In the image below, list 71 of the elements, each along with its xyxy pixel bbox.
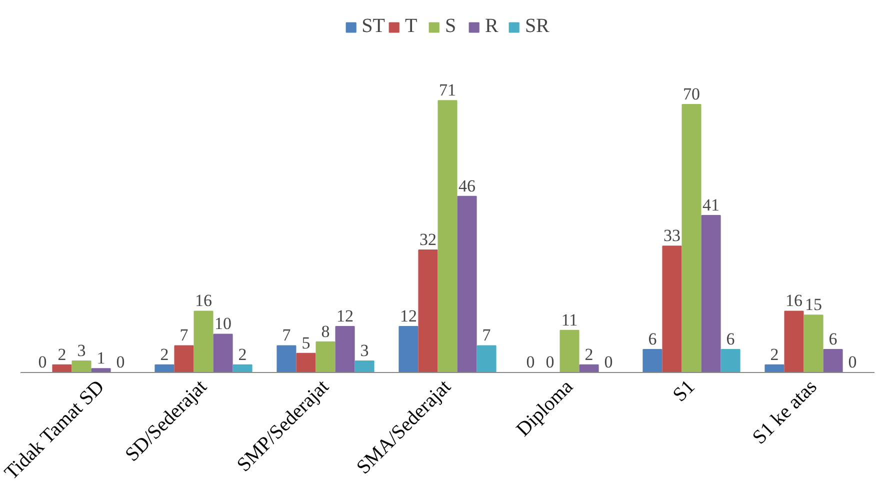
- data-label: 12: [400, 306, 417, 326]
- bar: [72, 360, 92, 372]
- bar: [194, 310, 214, 372]
- data-label: 8: [321, 322, 330, 341]
- bar: [91, 368, 111, 372]
- data-label: 70: [683, 84, 700, 104]
- legend-label: R: [484, 15, 500, 38]
- bar: [476, 345, 496, 372]
- bar: [335, 326, 355, 372]
- bar: [682, 104, 702, 372]
- bar: [642, 349, 662, 372]
- bar: [276, 345, 296, 372]
- legend-label: S: [444, 15, 458, 38]
- bar: [213, 334, 233, 372]
- bar: [560, 330, 580, 372]
- data-label: 6: [828, 330, 838, 349]
- bar: [296, 352, 316, 372]
- data-label: 7: [180, 326, 189, 345]
- data-label: 71: [439, 80, 456, 100]
- data-label: 0: [546, 352, 554, 372]
- data-label: 33: [663, 226, 680, 246]
- bar: [154, 364, 174, 372]
- data-label: 0: [526, 352, 535, 372]
- bar: [398, 326, 418, 372]
- data-label: 10: [214, 314, 232, 334]
- data-label: 2: [584, 344, 594, 364]
- x-tick-label: S1: [668, 376, 700, 406]
- bar: [354, 360, 374, 372]
- bar: [232, 364, 252, 372]
- data-label: 0: [848, 352, 857, 372]
- data-label: 12: [336, 306, 354, 326]
- data-label: 7: [282, 326, 292, 345]
- data-label: 16: [195, 291, 212, 310]
- legend-label: T: [404, 15, 418, 38]
- bar: [720, 349, 740, 372]
- data-label: 16: [785, 291, 802, 310]
- data-label: 0: [38, 352, 47, 372]
- bar: [579, 364, 599, 372]
- data-label: 11: [561, 310, 578, 330]
- data-label: 0: [116, 352, 125, 372]
- data-label: 3: [360, 341, 369, 360]
- bar: [418, 249, 438, 372]
- bar: [457, 196, 477, 372]
- data-label: 0: [604, 352, 613, 372]
- data-label: 15: [805, 295, 822, 314]
- x-tick-label: S1 ke atas: [748, 376, 822, 449]
- data-label: 5: [302, 333, 310, 352]
- bar: [316, 341, 336, 372]
- data-label: 3: [77, 341, 86, 360]
- data-label: 2: [770, 344, 779, 364]
- data-label: 6: [648, 330, 657, 349]
- data-label: 2: [160, 344, 169, 364]
- bar: [764, 364, 784, 372]
- data-label: 2: [58, 344, 66, 364]
- bar: [174, 345, 194, 372]
- data-label: 46: [458, 176, 476, 196]
- legend-label: SR: [524, 15, 550, 38]
- data-label: 1: [96, 348, 106, 368]
- legend-label: ST: [362, 15, 385, 38]
- bar: [804, 314, 824, 372]
- data-label: 6: [726, 330, 735, 349]
- data-label: 2: [238, 344, 247, 364]
- data-label: 32: [419, 230, 436, 249]
- bar: [784, 310, 804, 372]
- bar: [701, 215, 721, 372]
- data-label: 41: [702, 196, 720, 215]
- data-label: 7: [482, 326, 492, 345]
- bar: [438, 100, 458, 372]
- bar: [52, 364, 72, 372]
- bar: [823, 349, 843, 372]
- bar: [662, 246, 682, 372]
